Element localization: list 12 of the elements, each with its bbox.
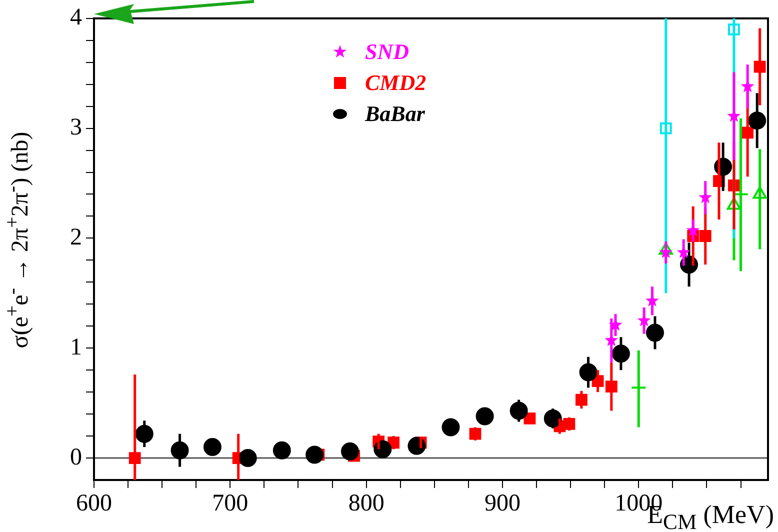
- legend-label: SND: [365, 38, 410, 64]
- y-tick-label: 1: [70, 334, 82, 360]
- x-tick-label: 700: [212, 490, 248, 517]
- y-tick-label: 4: [70, 4, 82, 31]
- legend-label: CMD2: [365, 70, 426, 96]
- x-tick-label: 900: [484, 490, 520, 517]
- x-tick-label: 600: [76, 490, 112, 517]
- legend-label: BaBar: [365, 100, 425, 126]
- y-tick-label: 2: [70, 224, 82, 251]
- y-tick-label: 3: [70, 114, 82, 141]
- y-tick-label: 0: [70, 444, 82, 470]
- x-tick-label: 800: [348, 490, 384, 517]
